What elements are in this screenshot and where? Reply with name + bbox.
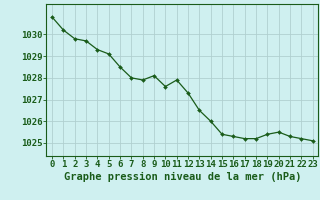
X-axis label: Graphe pression niveau de la mer (hPa): Graphe pression niveau de la mer (hPa) (64, 172, 301, 182)
